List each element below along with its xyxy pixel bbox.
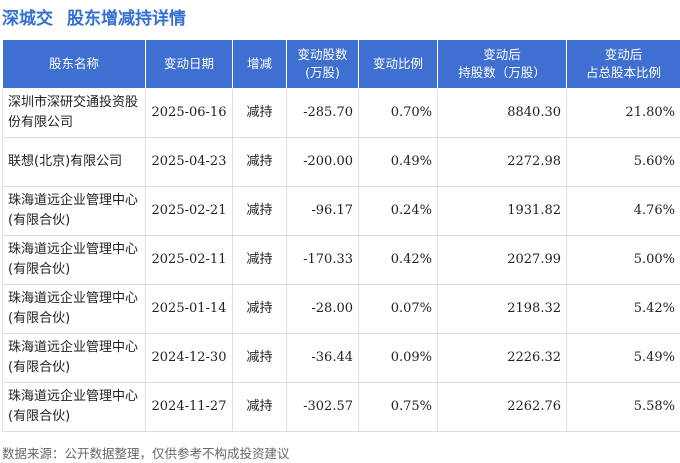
holder-cell: 珠海道远企业管理中心(有限合伙) xyxy=(2,382,146,432)
after-shares-cell: 1931.82 xyxy=(437,186,567,236)
table-row: 珠海道远企业管理中心(有限合伙) 2024-11-27 减持 -302.57 0.75%… xyxy=(2,382,680,432)
change-cell: -302.57 xyxy=(286,382,359,432)
after-shares-cell: 2262.76 xyxy=(437,382,567,432)
change-cell: -96.17 xyxy=(286,186,359,236)
header-change: 变动股数 (万股) xyxy=(286,39,359,89)
page-title: 股东增减持详情 xyxy=(67,8,186,29)
header-ratio: 变动比例 xyxy=(358,39,438,89)
after-shares-cell: 2027.99 xyxy=(437,235,567,285)
change-cell: -36.44 xyxy=(286,333,359,383)
holder-cell: 深圳市深研交通投资股份有限公司 xyxy=(2,88,146,138)
direction-cell: 减持 xyxy=(232,382,287,432)
holder-cell: 珠海道远企业管理中心(有限合伙) xyxy=(2,284,146,334)
table-row: 珠海道远企业管理中心(有限合伙) 2025-02-11 减持 -170.33 0.42%… xyxy=(2,235,680,285)
holdings-table: 股东名称 变动日期 增减 变动股数 (万股) 变动比例 变动后 持股数（万股） … xyxy=(2,39,680,432)
ratio-cell: 0.75% xyxy=(358,382,438,432)
table-row: 珠海道远企业管理中心(有限合伙) 2025-02-21 减持 -96.17 0.24% 1… xyxy=(2,186,680,236)
direction-cell: 减持 xyxy=(232,235,287,285)
change-cell: -170.33 xyxy=(286,235,359,285)
after-pct-cell: 5.60% xyxy=(566,137,680,187)
after-pct-cell: 21.80% xyxy=(566,88,680,138)
date-cell: 2025-06-16 xyxy=(145,88,233,138)
title-bar: 深城交 股东增减持详情 xyxy=(0,0,680,32)
holder-cell: 联想(北京)有限公司 xyxy=(2,137,146,187)
after-pct-cell: 5.00% xyxy=(566,235,680,285)
ratio-cell: 0.07% xyxy=(358,284,438,334)
direction-cell: 减持 xyxy=(232,186,287,236)
after-pct-cell: 5.58% xyxy=(566,382,680,432)
date-cell: 2025-04-23 xyxy=(145,137,233,187)
change-cell: -200.00 xyxy=(286,137,359,187)
change-cell: -285.70 xyxy=(286,88,359,138)
after-pct-cell: 4.76% xyxy=(566,186,680,236)
after-shares-cell: 8840.30 xyxy=(437,88,567,138)
table-row: 深圳市深研交通投资股份有限公司 2025-06-16 减持 -285.70 0.70% 8… xyxy=(2,88,680,138)
holder-cell: 珠海道远企业管理中心(有限合伙) xyxy=(2,235,146,285)
after-shares-cell: 2272.98 xyxy=(437,137,567,187)
ratio-cell: 0.49% xyxy=(358,137,438,187)
date-cell: 2025-01-14 xyxy=(145,284,233,334)
ratio-cell: 0.24% xyxy=(358,186,438,236)
after-pct-cell: 5.49% xyxy=(566,333,680,383)
change-cell: -28.00 xyxy=(286,284,359,334)
date-cell: 2025-02-21 xyxy=(145,186,233,236)
date-cell: 2025-02-11 xyxy=(145,235,233,285)
ratio-cell: 0.70% xyxy=(358,88,438,138)
ratio-cell: 0.09% xyxy=(358,333,438,383)
header-after-pct: 变动后 占总股本比例 xyxy=(566,39,680,89)
company-name: 深城交 xyxy=(2,8,53,29)
holder-cell: 珠海道远企业管理中心(有限合伙) xyxy=(2,186,146,236)
ratio-cell: 0.42% xyxy=(358,235,438,285)
data-source-note: 数据来源：公开数据整理，仅供参考不构成投资建议 xyxy=(2,446,290,461)
after-pct-cell: 5.42% xyxy=(566,284,680,334)
after-shares-cell: 2198.32 xyxy=(437,284,567,334)
header-after-shares: 变动后 持股数（万股） xyxy=(437,39,567,89)
header-holder: 股东名称 xyxy=(2,39,146,89)
header-date: 变动日期 xyxy=(145,39,233,89)
date-cell: 2024-12-30 xyxy=(145,333,233,383)
table-row: 珠海道远企业管理中心(有限合伙) 2024-12-30 减持 -36.44 0.09% 2… xyxy=(2,333,680,383)
direction-cell: 减持 xyxy=(232,88,287,138)
direction-cell: 减持 xyxy=(232,333,287,383)
date-cell: 2024-11-27 xyxy=(145,382,233,432)
after-shares-cell: 2226.32 xyxy=(437,333,567,383)
direction-cell: 减持 xyxy=(232,284,287,334)
direction-cell: 减持 xyxy=(232,137,287,187)
table-row: 珠海道远企业管理中心(有限合伙) 2025-01-14 减持 -28.00 0.07% 2… xyxy=(2,284,680,334)
header-row: 股东名称 变动日期 增减 变动股数 (万股) 变动比例 变动后 持股数（万股） … xyxy=(2,39,680,89)
table-row: 联想(北京)有限公司 2025-04-23 减持 -200.00 0.49% 2272.9… xyxy=(2,137,680,187)
header-direction: 增减 xyxy=(232,39,287,89)
holder-cell: 珠海道远企业管理中心(有限合伙) xyxy=(2,333,146,383)
